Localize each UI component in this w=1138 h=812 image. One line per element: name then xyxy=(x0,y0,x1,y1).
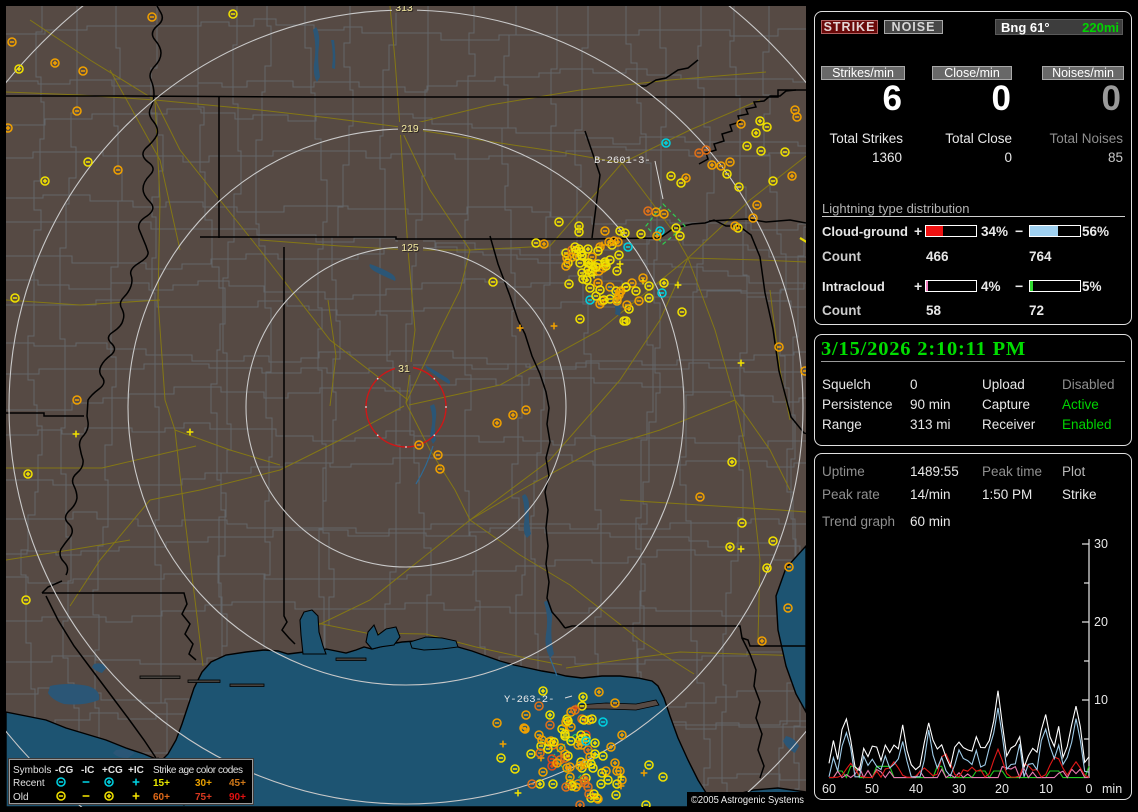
svg-text:40: 40 xyxy=(909,782,923,796)
svg-text:50: 50 xyxy=(865,782,879,796)
svg-text:20: 20 xyxy=(995,782,1009,796)
svg-text:+IC: +IC xyxy=(128,765,144,776)
svg-text:min: min xyxy=(1102,782,1122,796)
svg-text:125: 125 xyxy=(401,242,419,254)
svg-text:219: 219 xyxy=(401,123,419,135)
svg-text:45+: 45+ xyxy=(229,778,246,789)
svg-text:Strike age color codes: Strike age color codes xyxy=(153,765,243,776)
svg-text:10: 10 xyxy=(1039,782,1053,796)
svg-text:10: 10 xyxy=(1094,693,1108,707)
svg-text:Old: Old xyxy=(13,792,29,803)
svg-text:31: 31 xyxy=(398,363,410,375)
svg-text:B-2601-3-: B-2601-3- xyxy=(594,155,651,167)
svg-text:Y-263-2-: Y-263-2- xyxy=(504,694,554,706)
svg-text:Symbols: Symbols xyxy=(13,765,51,776)
svg-text:15+: 15+ xyxy=(153,778,170,789)
svg-text:©2005 Astrogenic Systems: ©2005 Astrogenic Systems xyxy=(691,794,804,806)
svg-text:+CG: +CG xyxy=(102,765,123,776)
svg-text:-CG: -CG xyxy=(55,765,74,776)
svg-text:90+: 90+ xyxy=(229,792,246,803)
svg-text:60: 60 xyxy=(822,782,836,796)
svg-text:-IC: -IC xyxy=(81,765,94,776)
svg-text:Recent: Recent xyxy=(13,778,45,789)
svg-text:30+: 30+ xyxy=(195,778,212,789)
svg-text:75+: 75+ xyxy=(195,792,212,803)
svg-text:0: 0 xyxy=(1086,782,1093,796)
svg-text:60+: 60+ xyxy=(153,792,170,803)
svg-text:30: 30 xyxy=(952,782,966,796)
svg-text:30: 30 xyxy=(1094,537,1108,551)
svg-text:20: 20 xyxy=(1094,615,1108,629)
svg-text:313: 313 xyxy=(395,6,413,14)
